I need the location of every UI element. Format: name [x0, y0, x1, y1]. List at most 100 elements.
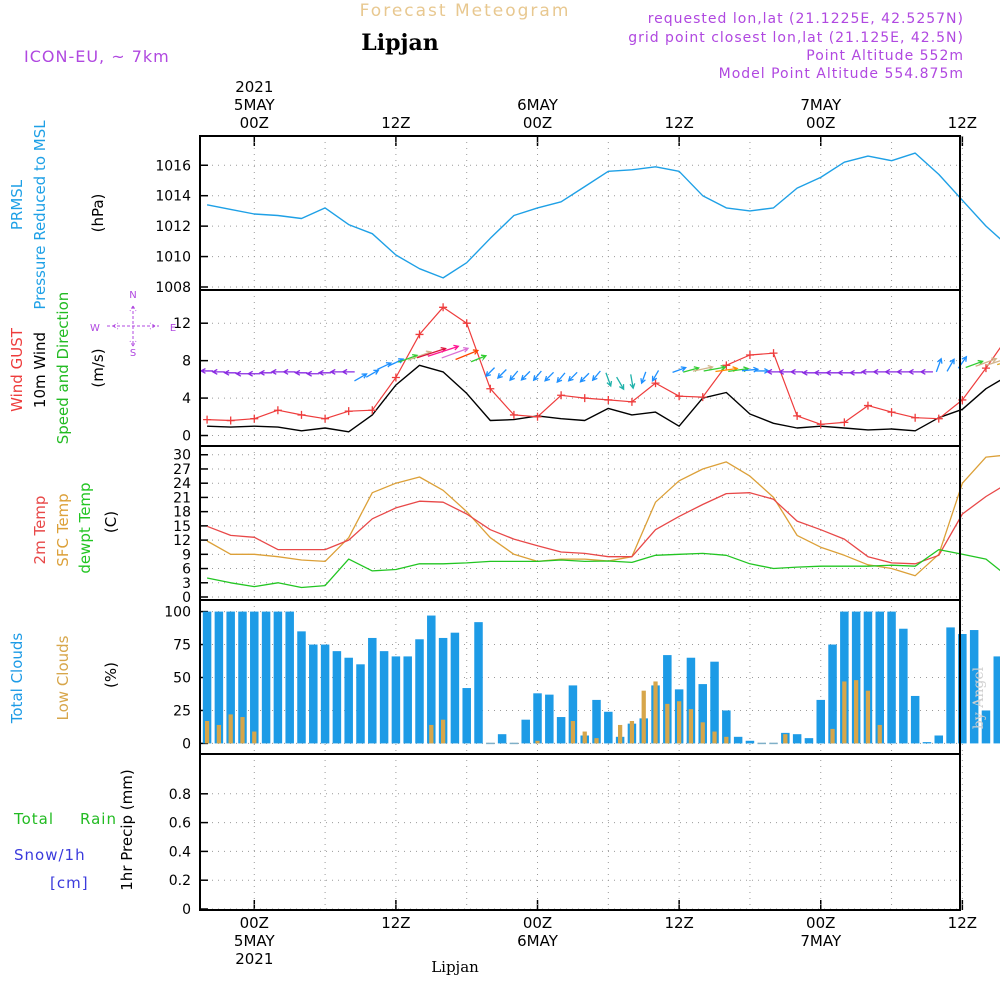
wind-direction-arrow: [935, 357, 943, 373]
total-cloud-bar: [733, 736, 743, 744]
wind-direction-arrow: [629, 374, 636, 390]
footer-location: Lipjan: [431, 958, 479, 976]
total-cloud-bar: [533, 693, 542, 744]
time-label-bottom: 12Z: [948, 914, 977, 932]
wind-direction-arrow: [416, 346, 447, 359]
wind-direction-arrow: [692, 364, 714, 372]
y-tick-label: 12: [173, 533, 191, 549]
precip-total-label: Total: [13, 810, 54, 828]
wind-direction-arrow: [766, 368, 780, 375]
precip-snow-label: Snow/1h: [14, 846, 86, 864]
total-cloud-bar: [722, 710, 731, 744]
time-label-bottom: 00Z: [523, 914, 552, 932]
wind-direction-arrow: [703, 364, 727, 372]
clouds-unit-label: (%): [102, 662, 120, 688]
pressure-panel: 1008 1010 1012 1014 1016: [155, 135, 1000, 296]
total-cloud-bar: [875, 611, 884, 744]
wind-gust-line: [207, 306, 1000, 425]
low-cloud-bar: [783, 734, 788, 744]
low-clouds-label: Low Clouds: [54, 635, 72, 720]
low-cloud-bar: [440, 719, 446, 744]
low-cloud-bar: [712, 731, 717, 744]
y-tick-label: 4: [182, 391, 191, 407]
sfc-temp-line: [206, 455, 1000, 577]
pressure-unit-label: (hPa): [89, 194, 107, 233]
wind-direction-arrow: [270, 368, 284, 375]
wind-10m-label: 10m Wind: [31, 332, 49, 408]
total-cloud-bar: [273, 611, 283, 744]
watermark: by Angel: [971, 666, 987, 729]
y-tick-label: 1008: [155, 280, 191, 296]
low-cloud-bar: [252, 731, 257, 744]
time-label-top: 12Z: [381, 114, 410, 132]
wind-direction-arrow: [836, 369, 851, 376]
model-label: ICON-EU, ~ 7km: [24, 47, 170, 66]
y-tick-label: 75: [173, 638, 191, 654]
grid-point-coords: grid point closest lon,lat (21.125E, 42.…: [628, 30, 964, 46]
wind-direction-arrow: [919, 368, 933, 375]
gust-marker: [863, 401, 872, 410]
total-cloud-bar: [285, 611, 294, 744]
total-cloud-bar: [792, 734, 802, 744]
temp-2m-line: [206, 487, 1000, 565]
total-cloud-bar: [969, 630, 979, 744]
requested-coords: requested lon,lat (21.1225E, 42.5257N): [648, 11, 964, 27]
wind-direction-arrow: [496, 369, 507, 379]
wind-direction-arrow: [579, 372, 590, 383]
total-cloud-bar: [958, 634, 967, 744]
wind-direction-arrow: [567, 371, 578, 382]
wind-direction-arrow: [544, 371, 555, 382]
y-tick-label: 21: [173, 490, 191, 506]
wind-direction-arrow: [986, 360, 1000, 366]
low-cloud-bar: [228, 714, 233, 744]
total-cloud-bar: [320, 644, 330, 744]
gust-marker: [321, 414, 330, 423]
total-cloud-bar: [214, 611, 224, 744]
total-cloud-bar: [922, 742, 932, 744]
wind-direction-arrow: [907, 368, 922, 375]
clouds-panel: 0 25 50 75 100: [164, 599, 1000, 755]
total-cloud-bar: [981, 710, 991, 744]
wind-speed-line: [207, 364, 1000, 433]
y-tick-label: 0: [182, 736, 191, 752]
total-cloud-bar: [379, 651, 389, 744]
gust-marker: [533, 412, 542, 421]
wind-direction-arrow: [651, 370, 660, 382]
wind-direction-arrow: [223, 369, 237, 376]
wind-direction-arrow: [825, 369, 839, 376]
wind-direction-arrow: [199, 367, 214, 374]
gust-marker: [368, 406, 377, 415]
gust-marker: [415, 330, 424, 339]
gust-marker: [226, 416, 235, 425]
wind-direction-arrow: [884, 368, 898, 375]
wind-panel: 0 4 8 12: [173, 289, 1000, 447]
time-label-bottom: 12Z: [664, 914, 693, 932]
total-cloud-bar: [545, 694, 554, 744]
wind-direction-arrow: [591, 370, 601, 382]
time-label-top: 00Z: [240, 114, 269, 132]
low-cloud-bar: [594, 738, 599, 744]
precip-unit-label: 1hr Precip (mm): [118, 769, 136, 890]
y-tick-label: 1010: [155, 250, 191, 266]
time-label-bottom: 00Z: [806, 914, 835, 932]
wind-direction-arrow: [455, 349, 480, 361]
gust-marker: [887, 408, 896, 417]
y-tick-label: 0.4: [169, 844, 191, 860]
gust-marker: [745, 351, 754, 360]
y-tick-label: 6: [182, 562, 191, 578]
total-cloud-bar: [745, 740, 755, 744]
total-cloud-bar: [474, 622, 483, 744]
total-cloud-bar: [804, 738, 814, 744]
y-tick-label: 1016: [155, 158, 191, 174]
wind-direction-arrow: [305, 370, 320, 377]
low-cloud-bar: [724, 736, 729, 744]
y-tick-label: 9: [182, 547, 191, 563]
total-cloud-bar: [438, 637, 448, 744]
gust-marker: [769, 349, 778, 358]
low-cloud-bar: [216, 724, 222, 744]
wind-direction-arrow: [605, 372, 613, 388]
gust-marker: [911, 413, 920, 422]
precip-panel: 0 0.2 0.4 0.6 0.8: [169, 753, 963, 918]
